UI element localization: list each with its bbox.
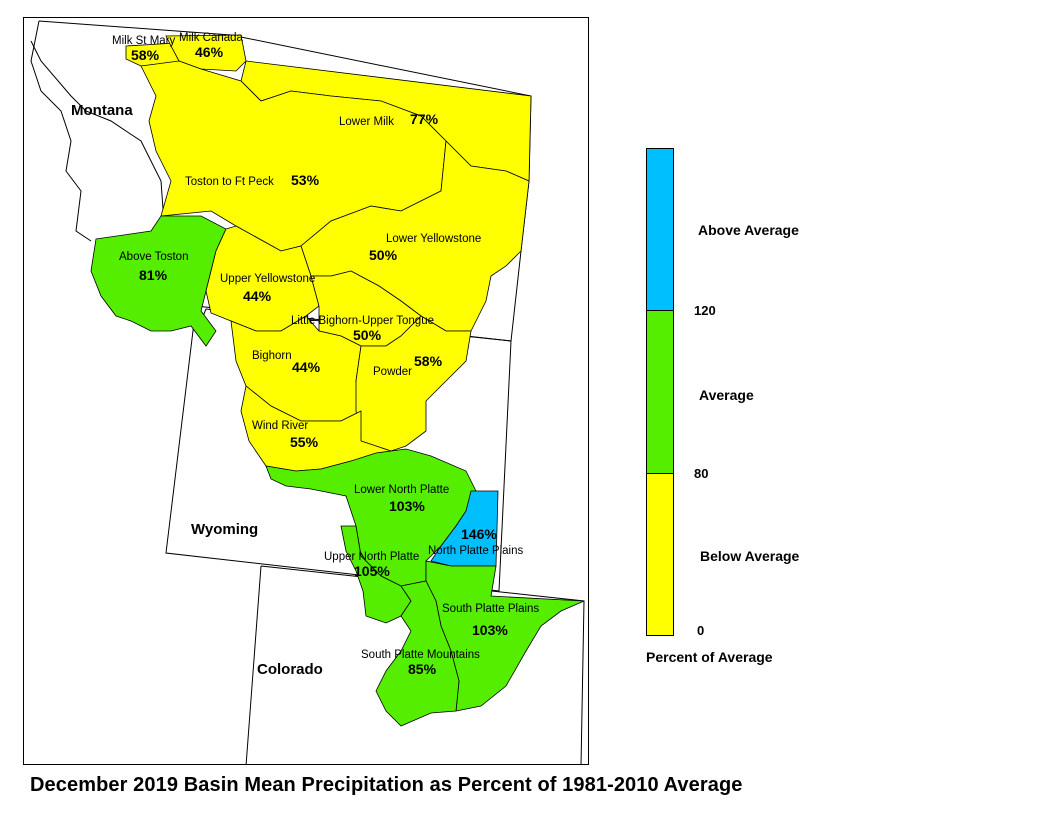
legend-swatch-above <box>646 148 674 311</box>
state-label-colorado: Colorado <box>257 661 323 678</box>
label-south-platte-mountains-name: South Platte Mountains <box>361 649 480 661</box>
label-lower-north-platte-pct: 103% <box>389 498 425 514</box>
label-bighorn-name: Bighorn <box>252 350 292 362</box>
basin-above-toston[interactable] <box>90 215 227 347</box>
label-lower-milk-name: Lower Milk <box>339 116 394 128</box>
legend-title: Percent of Average <box>646 649 773 665</box>
label-wind-river-pct: 55% <box>290 434 319 450</box>
legend-swatch-below <box>646 473 674 636</box>
label-bighorn-pct: 44% <box>292 359 321 375</box>
basin-south-platte-mountains[interactable] <box>375 580 460 727</box>
legend-tick-120: 120 <box>694 303 716 318</box>
basin-milk-canada[interactable] <box>165 34 247 72</box>
legend-label-above: Above Average <box>698 222 799 238</box>
label-south-platte-plains-name: South Platte Plains <box>442 603 539 615</box>
basin-map: Montana Wyoming Colorado Milk St Mary 58… <box>30 20 585 764</box>
label-south-platte-mountains-pct: 85% <box>408 661 437 677</box>
legend-swatch-average <box>646 310 674 474</box>
legend-tick-0: 0 <box>697 623 705 638</box>
label-powder-name: Powder <box>373 366 412 378</box>
label-above-toston-name: Above Toston <box>119 251 188 263</box>
map-title: December 2019 Basin Mean Precipitation a… <box>30 774 743 796</box>
label-above-toston-pct: 81% <box>139 267 168 283</box>
label-milk-canada-pct: 46% <box>195 44 224 60</box>
label-little-bighorn-name: Little Bighorn-Upper Tongue <box>291 315 434 327</box>
label-powder-pct: 58% <box>414 353 443 369</box>
colorado-west-line <box>245 565 262 764</box>
label-little-bighorn-pct: 50% <box>353 327 382 343</box>
label-lower-north-platte-name: Lower North Platte <box>354 484 449 496</box>
state-label-montana: Montana <box>71 102 133 119</box>
label-wind-river-name: Wind River <box>252 420 308 432</box>
legend-tick-80: 80 <box>694 466 709 481</box>
label-milk-st-mary-name: Milk St Mary <box>112 35 176 47</box>
legend-label-below: Below Average <box>700 548 800 564</box>
basin-polygons <box>90 34 585 727</box>
label-lower-yellowstone-name: Lower Yellowstone <box>386 233 481 245</box>
basin-north-platte-plains[interactable] <box>430 490 499 567</box>
label-upper-yellowstone-name: Upper Yellowstone <box>220 273 315 285</box>
legend-label-average: Average <box>699 387 754 403</box>
label-toston-ft-peck-name: Toston to Ft Peck <box>185 176 274 188</box>
label-north-platte-plains-pct: 146% <box>461 526 497 542</box>
montana-west-border <box>30 20 92 242</box>
label-lower-yellowstone-pct: 50% <box>369 247 398 263</box>
label-toston-ft-peck-pct: 53% <box>291 172 320 188</box>
label-milk-canada-name: Milk Canada <box>179 32 244 44</box>
label-lower-milk-pct: 77% <box>410 111 439 127</box>
label-milk-st-mary-pct: 58% <box>131 47 160 63</box>
label-south-platte-plains-pct: 103% <box>472 622 508 638</box>
label-north-platte-plains-name: North Platte Plains <box>428 545 523 557</box>
label-upper-yellowstone-pct: 44% <box>243 288 272 304</box>
label-upper-north-platte-name: Upper North Platte <box>324 551 419 563</box>
state-label-wyoming: Wyoming <box>191 521 258 538</box>
map-frame: Montana Wyoming Colorado Milk St Mary 58… <box>23 17 589 765</box>
label-upper-north-platte-pct: 105% <box>354 563 390 579</box>
basin-labels: Milk St Mary 58% Milk Canada 46% Lower M… <box>112 32 539 677</box>
